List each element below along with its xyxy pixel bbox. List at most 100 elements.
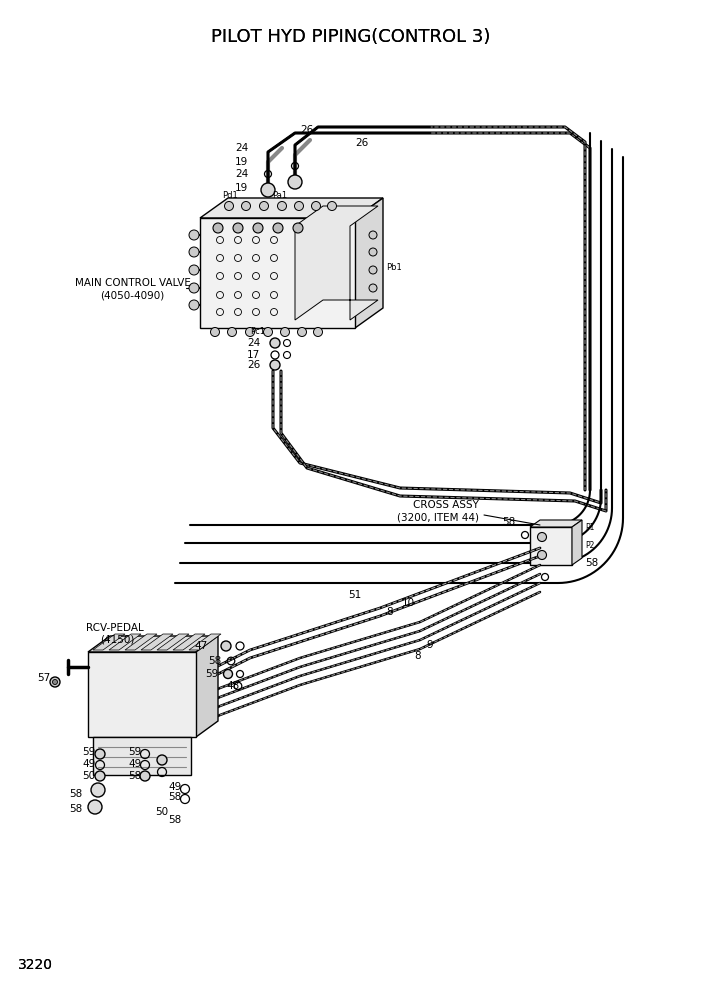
Circle shape (273, 223, 283, 233)
Circle shape (298, 327, 307, 336)
Circle shape (227, 327, 237, 336)
Polygon shape (200, 218, 355, 328)
Text: 48: 48 (226, 681, 239, 691)
Text: 58: 58 (69, 804, 82, 814)
Text: P2: P2 (585, 542, 595, 551)
Text: 19: 19 (234, 157, 248, 167)
Circle shape (157, 755, 167, 765)
Text: 26: 26 (300, 125, 314, 135)
Circle shape (369, 231, 377, 239)
Circle shape (270, 360, 280, 370)
Circle shape (369, 266, 377, 274)
Polygon shape (196, 636, 218, 737)
Text: 58: 58 (168, 792, 181, 802)
Polygon shape (189, 634, 221, 650)
Text: 49: 49 (168, 782, 181, 792)
Circle shape (260, 201, 268, 210)
Circle shape (241, 201, 251, 210)
Text: P1: P1 (585, 524, 595, 533)
Text: PILOT HYD PIPING(CONTROL 3): PILOT HYD PIPING(CONTROL 3) (211, 28, 491, 46)
Text: 9: 9 (427, 640, 433, 650)
Text: PILOT HYD PIPING(CONTROL 3): PILOT HYD PIPING(CONTROL 3) (211, 28, 491, 46)
Circle shape (312, 201, 321, 210)
Text: 8: 8 (415, 651, 421, 661)
Circle shape (189, 230, 199, 240)
Text: 49: 49 (128, 759, 141, 769)
Circle shape (538, 551, 546, 559)
Circle shape (288, 175, 302, 189)
Polygon shape (109, 634, 141, 650)
Circle shape (261, 183, 275, 197)
Text: (4050-4090): (4050-4090) (100, 290, 164, 300)
Circle shape (189, 283, 199, 293)
Text: 51: 51 (348, 590, 362, 600)
Circle shape (88, 800, 102, 814)
Circle shape (50, 677, 60, 687)
Polygon shape (93, 634, 125, 650)
Text: MAIN CONTROL VALVE: MAIN CONTROL VALVE (75, 278, 191, 288)
Circle shape (538, 533, 546, 542)
Text: 58: 58 (502, 517, 515, 527)
Circle shape (270, 338, 280, 348)
Text: 47: 47 (194, 641, 208, 651)
Circle shape (213, 223, 223, 233)
Text: 26: 26 (355, 138, 369, 148)
Text: CROSS ASSY: CROSS ASSY (413, 500, 479, 510)
Text: 59: 59 (82, 747, 95, 757)
Text: 26: 26 (246, 360, 260, 370)
Polygon shape (355, 198, 383, 328)
Text: 58: 58 (128, 771, 141, 781)
Text: 3220: 3220 (18, 958, 53, 972)
Circle shape (369, 284, 377, 292)
Text: 19: 19 (234, 183, 248, 193)
Polygon shape (88, 636, 218, 652)
Polygon shape (200, 198, 383, 218)
Text: 58: 58 (69, 789, 82, 799)
Circle shape (211, 327, 220, 336)
Text: Pd1: Pd1 (222, 190, 238, 199)
Polygon shape (141, 634, 173, 650)
Text: 3220: 3220 (18, 958, 53, 972)
Circle shape (293, 223, 303, 233)
Text: 24: 24 (246, 338, 260, 348)
Text: 8: 8 (387, 607, 393, 617)
Polygon shape (572, 520, 582, 565)
Text: 58: 58 (208, 656, 221, 666)
Text: 10: 10 (402, 598, 415, 608)
Circle shape (223, 670, 232, 679)
Text: 58: 58 (168, 815, 181, 825)
Polygon shape (295, 206, 378, 320)
Text: (3200, ITEM 44): (3200, ITEM 44) (397, 512, 479, 522)
Text: 24: 24 (234, 169, 248, 179)
Polygon shape (93, 737, 191, 775)
Polygon shape (530, 527, 572, 565)
Polygon shape (530, 520, 582, 527)
Circle shape (189, 265, 199, 275)
Text: 58: 58 (585, 558, 598, 568)
Polygon shape (125, 634, 157, 650)
Circle shape (189, 247, 199, 257)
Text: (4150): (4150) (100, 635, 134, 645)
Text: 17: 17 (246, 350, 260, 360)
Text: Pc1: Pc1 (250, 327, 265, 336)
Circle shape (277, 201, 286, 210)
Text: 57: 57 (37, 673, 50, 683)
Text: 59: 59 (205, 669, 218, 679)
Circle shape (221, 641, 231, 651)
Polygon shape (88, 652, 196, 737)
Circle shape (263, 327, 272, 336)
Circle shape (233, 223, 243, 233)
Circle shape (225, 201, 234, 210)
Circle shape (53, 680, 58, 684)
Circle shape (246, 327, 255, 336)
Circle shape (95, 771, 105, 781)
Circle shape (314, 327, 322, 336)
Circle shape (281, 327, 289, 336)
Circle shape (91, 783, 105, 797)
Text: 50: 50 (155, 807, 168, 817)
Circle shape (253, 223, 263, 233)
Text: Pb1: Pb1 (386, 264, 402, 273)
Circle shape (95, 749, 105, 759)
Text: 49: 49 (82, 759, 95, 769)
Circle shape (328, 201, 336, 210)
